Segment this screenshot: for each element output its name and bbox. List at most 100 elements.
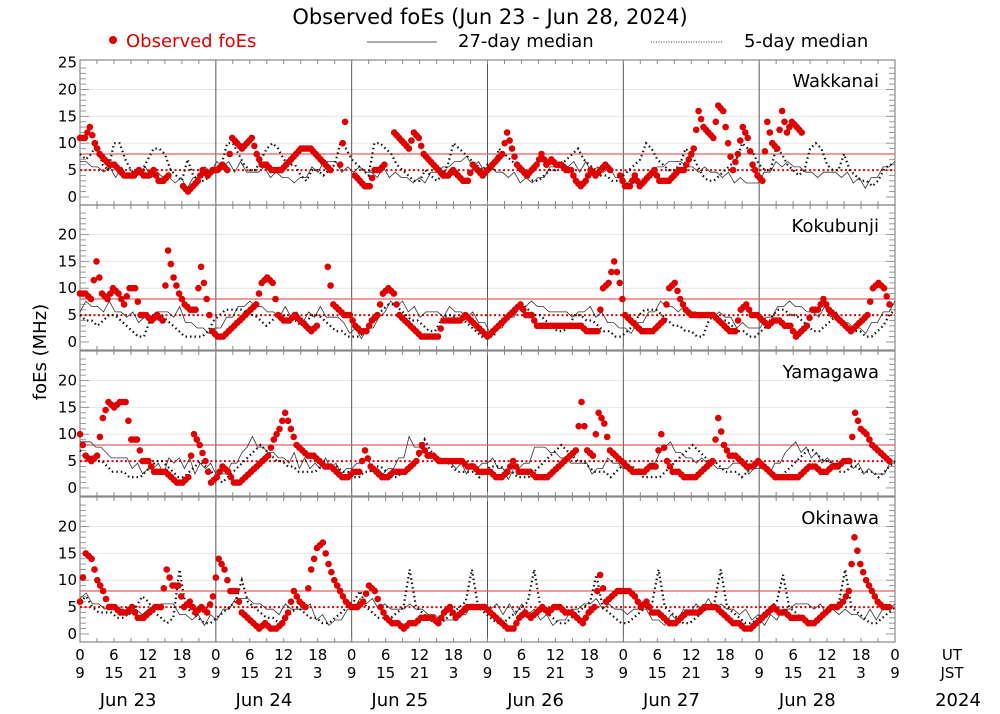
observed-point <box>567 166 575 174</box>
x-tick-label-jst: 21 <box>682 664 701 682</box>
observed-point <box>96 433 104 441</box>
x-tick-label-jst: 21 <box>818 664 837 682</box>
x-tick-label-ut: 6 <box>788 646 798 664</box>
observed-point <box>349 317 356 324</box>
x-tick-label-jst: 15 <box>648 664 667 682</box>
observed-point <box>313 322 321 330</box>
median-27day-line <box>80 435 895 481</box>
observed-point <box>365 322 373 330</box>
y-tick-label: 10 <box>58 134 77 152</box>
observed-point <box>435 619 442 627</box>
observed-point <box>671 279 678 287</box>
observed-point <box>374 595 382 603</box>
observed-point <box>766 129 774 136</box>
observed-point <box>871 593 879 600</box>
observed-point <box>679 301 687 308</box>
observed-point <box>806 314 813 322</box>
x-row-label-jst: JST <box>939 664 964 682</box>
y-tick-label: 10 <box>58 425 77 443</box>
observed-point <box>279 417 286 425</box>
observed-point <box>104 295 111 303</box>
observed-point <box>147 463 155 470</box>
observed-point <box>333 582 341 589</box>
observed-point <box>761 148 769 155</box>
observed-point <box>251 142 258 150</box>
observed-point <box>789 327 797 335</box>
observed-point <box>165 172 172 179</box>
x-tick-label-ut: 12 <box>682 646 701 664</box>
observed-point <box>418 441 426 449</box>
observed-point <box>118 295 125 303</box>
x-tick-label-jst: 9 <box>890 664 900 682</box>
x-tick-label-ut: 6 <box>245 646 255 664</box>
observed-point <box>413 457 420 465</box>
observed-point <box>84 129 91 136</box>
observed-point <box>279 619 286 627</box>
observed-point <box>817 301 824 308</box>
station-label: Wakkanai <box>792 71 879 92</box>
panel-wakkanai: 0 5 10 15 20 25 Wakkanai <box>58 54 896 206</box>
observed-point <box>162 282 169 289</box>
observed-point <box>734 317 742 324</box>
observed-point <box>886 457 893 465</box>
x-tick-label-ut: 0 <box>211 646 221 664</box>
observed-point <box>734 150 742 158</box>
observed-point <box>175 582 182 589</box>
observed-point <box>839 598 847 605</box>
observed-point <box>822 301 830 308</box>
observed-point <box>224 468 232 476</box>
observed-point <box>859 568 867 576</box>
observed-point <box>390 290 398 297</box>
observed-point <box>885 603 893 611</box>
observed-point <box>96 582 104 589</box>
x-tick-label-ut: 0 <box>754 646 764 664</box>
observed-point <box>504 468 511 476</box>
observed-point <box>854 417 862 425</box>
x-tick-label-jst: 21 <box>546 664 565 682</box>
observed-point <box>729 166 737 174</box>
x-tick-label-jst: 21 <box>410 664 429 682</box>
observed-point <box>464 177 472 185</box>
observed-point <box>189 603 196 611</box>
x-tick-label-jst: 3 <box>449 664 459 682</box>
y-tick-label: 15 <box>58 252 77 270</box>
observed-point <box>531 317 538 324</box>
observed-point <box>584 172 592 179</box>
observed-point <box>102 406 109 414</box>
x-tick-label-ut: 0 <box>483 646 493 664</box>
y-tick-label: 10 <box>58 571 77 589</box>
panels: 0 5 10 15 20 25 Wakkanai 0 5 10 15 20 Kokubunji 0 5 10 1… <box>58 54 896 643</box>
legend-observed-label: Observed foEs <box>126 31 256 52</box>
observed-point <box>603 433 611 441</box>
observed-point <box>284 609 292 616</box>
observed-point <box>608 268 615 276</box>
observed-point <box>187 452 195 460</box>
observed-point <box>857 560 864 568</box>
observed-point <box>732 158 739 166</box>
observed-point <box>203 609 211 616</box>
observed-point <box>196 441 203 449</box>
x-tick-label-ut: 0 <box>347 646 357 664</box>
observed-point <box>751 166 759 174</box>
observed-point <box>520 306 527 314</box>
observed-point <box>94 576 101 584</box>
x-tick-label-jst: 9 <box>619 664 629 682</box>
observed-point <box>253 150 260 158</box>
observed-point <box>293 593 301 600</box>
x-tick-label-ut: 0 <box>619 646 629 664</box>
x-tick-label-jst: 15 <box>376 664 395 682</box>
observed-point <box>653 172 661 179</box>
observed-point <box>506 137 513 144</box>
observed-point <box>81 134 89 142</box>
observed-point <box>582 614 590 622</box>
x-tick-label-ut: 18 <box>716 646 735 664</box>
observed-point <box>868 587 876 595</box>
observed-point <box>232 587 240 595</box>
observed-point <box>192 306 199 314</box>
observed-point <box>346 311 354 319</box>
observed-point <box>597 306 604 314</box>
observed-point <box>328 568 335 576</box>
observed-point <box>742 129 749 136</box>
observed-point <box>89 131 96 139</box>
observed-point <box>150 166 157 174</box>
